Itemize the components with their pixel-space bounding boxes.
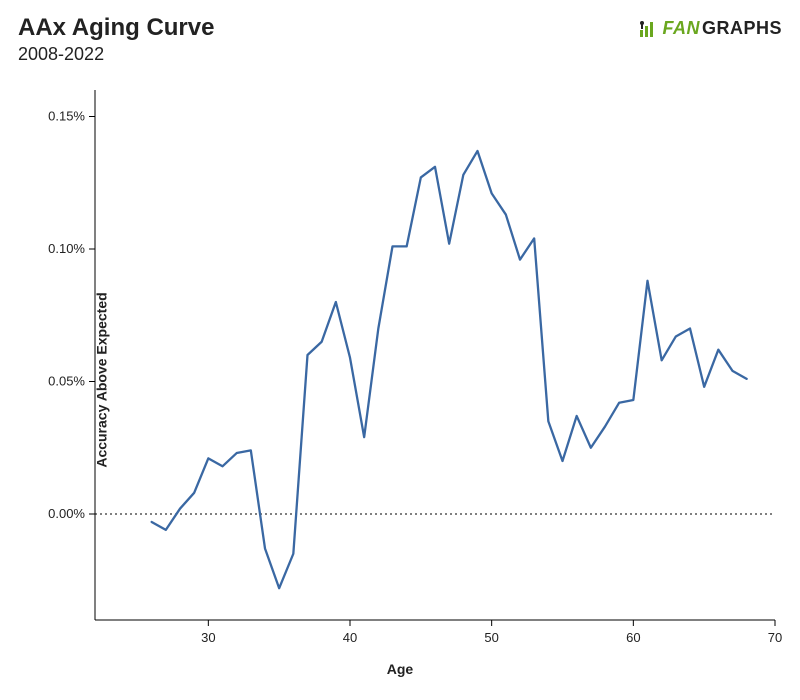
svg-text:40: 40: [343, 630, 357, 645]
svg-text:0.15%: 0.15%: [48, 109, 85, 124]
y-axis-label: Accuracy Above Expected: [94, 292, 110, 467]
svg-text:70: 70: [768, 630, 782, 645]
logo-graphs: GRAPHS: [702, 18, 782, 39]
svg-text:0.00%: 0.00%: [48, 506, 85, 521]
svg-text:30: 30: [201, 630, 215, 645]
chart-svg: 0.00% 0.05% 0.10% 0.15% 30 40 50 60 70: [0, 75, 800, 685]
chart-container: AAx Aging Curve 2008-2022 FANGRAPHS Accu…: [0, 0, 800, 700]
x-axis-label: Age: [387, 661, 413, 677]
svg-text:50: 50: [484, 630, 498, 645]
svg-text:0.05%: 0.05%: [48, 374, 85, 389]
logo-icon: [638, 20, 658, 38]
svg-text:60: 60: [626, 630, 640, 645]
plot-area: Accuracy Above Expected Age 0.00%0.05%0.…: [0, 75, 800, 685]
svg-text:0.10%: 0.10%: [48, 241, 85, 256]
chart-title: AAx Aging Curve: [18, 14, 214, 42]
logo-fan: FAN: [662, 18, 700, 39]
fangraphs-logo: FANGRAPHS: [638, 18, 782, 39]
chart-subtitle: 2008-2022: [18, 44, 104, 65]
